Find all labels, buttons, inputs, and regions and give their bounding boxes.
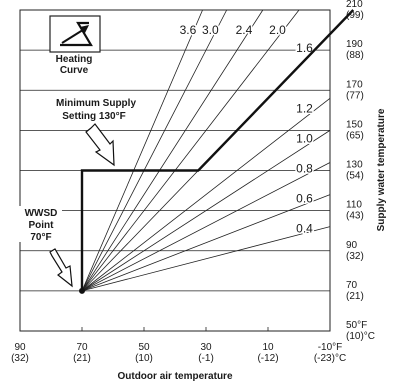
curve-line-3.0 xyxy=(81,9,228,292)
curve-label-3.0: 3.0 xyxy=(202,23,219,37)
x-tick-90-c: (32) xyxy=(11,353,29,364)
y-tick-90-c: (32) xyxy=(346,251,364,262)
y-axis-title: Supply water temperature xyxy=(376,108,387,231)
y-tick-50-f: 50°F xyxy=(346,320,367,331)
badge-line-2: Curve xyxy=(60,65,89,76)
x-tick-10-c: (-12) xyxy=(257,353,278,364)
min-supply-line-2: Setting 130°F xyxy=(62,111,125,122)
curve-line-3.6 xyxy=(81,9,203,292)
x-tick-50-f: 50 xyxy=(138,342,150,353)
x-tick-90-f: 90 xyxy=(14,342,26,353)
y-tick-130-c: (54) xyxy=(346,171,364,182)
curve-label-2.0: 2.0 xyxy=(269,23,286,37)
y-tick-50-c: (10)°C xyxy=(346,331,375,342)
y-tick-190-c: (88) xyxy=(346,50,364,61)
curve-line-0.6 xyxy=(81,194,331,292)
curve-label-0.6: 0.6 xyxy=(296,192,313,206)
curve-label-2.4: 2.4 xyxy=(236,23,253,37)
y-tick-170-c: (77) xyxy=(346,90,364,101)
y-tick-150-c: (65) xyxy=(346,130,364,141)
y-tick-70-f: 70 xyxy=(346,280,358,291)
y-tick-110-c: (43) xyxy=(346,211,364,222)
curve-label-3.6: 3.6 xyxy=(180,23,197,37)
slope-curves xyxy=(81,9,331,292)
min-supply-line-1: Minimum Supply xyxy=(56,98,136,109)
x-tick-30-c: (-1) xyxy=(198,353,214,364)
x-tick-70-f: 70 xyxy=(76,342,88,353)
x-tick-10-f: 10 xyxy=(262,342,274,353)
wwsd-point-marker xyxy=(79,287,85,294)
minimum-supply-annotation: Minimum Supply Setting 130°F xyxy=(34,95,152,167)
curve-label-0.4: 0.4 xyxy=(296,222,313,236)
curve-line-0.4 xyxy=(81,226,331,292)
x-tick-minus10-c: (-23)°C xyxy=(314,353,346,364)
wwsd-line-2: Point xyxy=(29,220,55,231)
x-tick-70-c: (21) xyxy=(73,353,91,364)
curve-labels: 3.6 3.0 2.4 2.0 1.6 1.2 1.0 0.8 0.6 0.4 xyxy=(178,22,315,238)
y-tick-90-f: 90 xyxy=(346,240,358,251)
wwsd-annotation: WWSD Point 70°F xyxy=(18,206,85,294)
active-heating-curve xyxy=(80,9,355,291)
x-axis-title: Outdoor air temperature xyxy=(117,371,232,382)
y-tick-70-c: (21) xyxy=(346,291,364,302)
y-tick-190-f: 190 xyxy=(346,39,363,50)
badge-line-1: Heating xyxy=(56,54,93,65)
curve-line-2.0 xyxy=(81,9,300,292)
x-axis-ticks: 90 (32) 70 (21) 50 (10) 30 (-1) 10 (-12)… xyxy=(11,342,346,364)
curve-line-2.4 xyxy=(81,9,264,292)
grid-lines xyxy=(20,49,330,331)
y-tick-210-c: (99) xyxy=(346,10,364,21)
active-curve-line xyxy=(80,9,355,291)
min-supply-arrow-icon xyxy=(85,123,115,167)
curve-line-1.0 xyxy=(81,130,331,292)
y-tick-110-f: 110 xyxy=(346,200,362,211)
y-tick-130-f: 130 xyxy=(346,160,363,171)
heating-curve-icon xyxy=(60,21,93,47)
y-tick-210-f: 210 xyxy=(346,0,363,10)
curve-label-1.2: 1.2 xyxy=(296,101,313,115)
curve-label-1.6: 1.6 xyxy=(296,41,313,55)
x-tick-30-f: 30 xyxy=(200,342,212,353)
wwsd-line-1: WWSD xyxy=(25,208,58,219)
heating-curve-badge: Heating Curve xyxy=(49,15,101,76)
curve-line-1.2 xyxy=(81,97,331,292)
y-tick-150-f: 150 xyxy=(346,119,363,130)
curve-label-0.8: 0.8 xyxy=(296,162,313,176)
wwsd-arrow-icon xyxy=(49,248,73,288)
x-tick-minus10-f: -10°F xyxy=(318,342,343,353)
wwsd-line-3: 70°F xyxy=(30,232,51,243)
curve-line-0.8 xyxy=(81,162,331,292)
x-tick-50-c: (10) xyxy=(135,353,153,364)
curve-label-1.0: 1.0 xyxy=(296,131,313,145)
y-tick-170-f: 170 xyxy=(346,79,363,90)
y-axis-ticks: 50°F (10)°C 70 (21) 90 (32) 110 (43) 130… xyxy=(346,0,375,342)
